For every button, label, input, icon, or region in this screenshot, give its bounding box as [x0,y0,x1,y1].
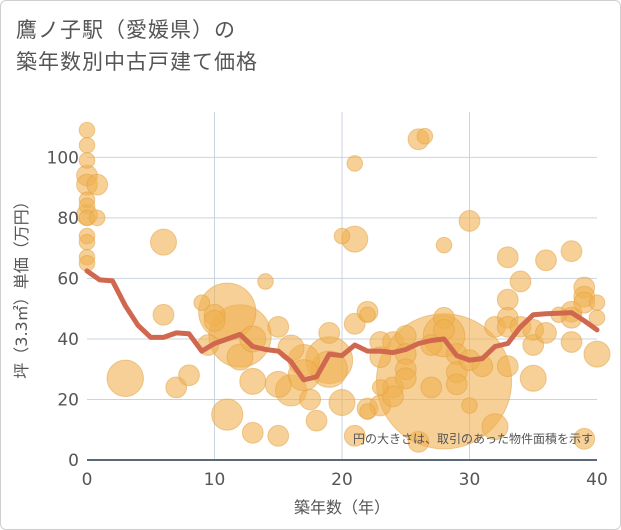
data-bubble [583,340,611,368]
y-tick-label-0: 0 [68,451,79,471]
data-bubble [211,398,244,431]
data-bubble [78,136,96,154]
average-price-line [84,268,600,383]
data-bubble [535,322,557,344]
data-bubble [382,385,404,408]
data-bubble [560,331,583,353]
data-bubble [305,409,328,432]
data-bubble [416,127,434,145]
y-tick-label-20: 20 [57,390,79,410]
data-bubble [152,303,175,326]
x-axis-label: 築年数（年） [294,498,390,517]
data-bubble [257,273,274,290]
data-bubble [535,249,557,272]
data-bubble [78,152,96,169]
data-bubble [78,121,96,139]
x-tick-label-20: 20 [331,470,353,490]
data-bubble [496,355,519,378]
data-bubble [359,403,376,420]
data-bubble [333,227,351,245]
y-axis-label: 坪（3.3㎡）単価（万円） [12,193,31,378]
data-bubble [239,367,267,395]
data-bubble [346,155,364,172]
title-line-2: 築年数別中古戸建て価格 [16,50,258,74]
data-bubble [241,421,264,444]
data-bubble [371,379,389,396]
data-bubble [588,294,606,311]
bubble-size-note: 円の大きさは、取引のあった物件面積を示す [353,431,593,446]
data-bubble [461,397,478,414]
x-tick-label-10: 10 [204,470,226,490]
data-bubble [420,376,443,399]
data-bubble [343,424,366,447]
data-bubble [458,210,481,232]
data-bubble [150,228,177,256]
data-bubble [328,389,356,417]
data-bubble [435,236,453,254]
data-bubble [267,424,290,447]
tick-labels: 0 20 40 60 80 100 0 10 20 30 40 [47,148,608,490]
data-bubble [509,270,532,293]
data-bubble [264,370,292,398]
x-tick-label-0: 0 [82,470,93,490]
data-bubble [496,246,519,269]
data-bubble [86,173,109,196]
data-bubble [178,364,200,387]
data-bubble [299,388,322,411]
data-bubble [445,373,468,396]
page-title: 鷹ノ子駅（愛媛県）の 築年数別中古戸建て価格 [16,14,258,78]
x-tick-label-40: 40 [586,470,608,490]
data-bubble [519,364,547,392]
data-bubble [318,322,341,344]
data-bubble [193,294,211,311]
data-bubble [394,367,417,390]
data-bubble [88,209,106,227]
data-bubble [407,430,430,453]
data-bubble [481,413,509,441]
data-bubble [267,315,290,338]
data-bubble [78,233,96,251]
data-bubble [588,309,606,327]
data-bubble [106,359,144,397]
data-bubble [560,240,583,263]
y-tick-label-100: 100 [47,148,79,168]
data-bubble [573,427,596,450]
data-bubble [359,306,376,324]
x-tick-label-30: 30 [459,470,481,490]
bubble-series [76,121,611,453]
y-tick-label-80: 80 [57,209,79,229]
data-bubble [203,309,226,332]
y-tick-label-60: 60 [57,269,79,289]
title-line-1: 鷹ノ子駅（愛媛県）の [16,18,236,42]
y-tick-label-40: 40 [57,330,79,350]
